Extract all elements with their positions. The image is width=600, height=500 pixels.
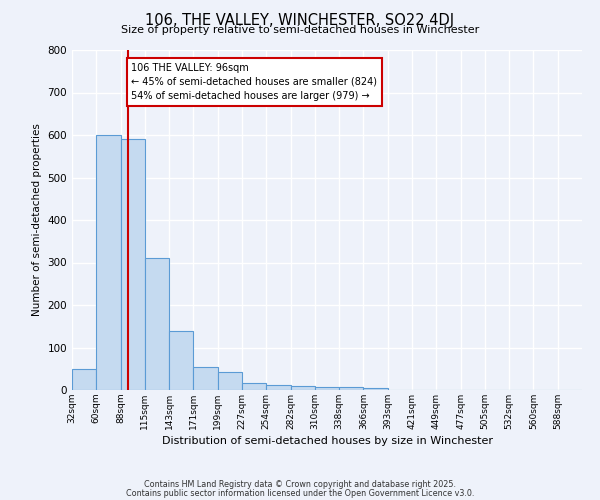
Bar [96, 135, 121, 390]
Y-axis label: Number of semi-detached properties: Number of semi-detached properties [32, 124, 42, 316]
Bar [290, 386, 315, 390]
Bar [266, 385, 290, 390]
Bar [218, 372, 242, 390]
Bar [169, 330, 193, 390]
Text: Size of property relative to semi-detached houses in Winchester: Size of property relative to semi-detach… [121, 25, 479, 35]
Bar [315, 386, 339, 390]
Bar [242, 383, 266, 390]
Text: Contains public sector information licensed under the Open Government Licence v3: Contains public sector information licen… [126, 489, 474, 498]
Text: Contains HM Land Registry data © Crown copyright and database right 2025.: Contains HM Land Registry data © Crown c… [144, 480, 456, 489]
Bar [121, 139, 145, 390]
Bar [364, 388, 388, 390]
Text: 106 THE VALLEY: 96sqm
← 45% of semi-detached houses are smaller (824)
54% of sem: 106 THE VALLEY: 96sqm ← 45% of semi-deta… [131, 62, 377, 101]
Bar [339, 387, 364, 390]
Bar [193, 366, 218, 390]
Text: 106, THE VALLEY, WINCHESTER, SO22 4DJ: 106, THE VALLEY, WINCHESTER, SO22 4DJ [145, 12, 455, 28]
Bar [72, 369, 96, 390]
Bar [145, 258, 169, 390]
X-axis label: Distribution of semi-detached houses by size in Winchester: Distribution of semi-detached houses by … [161, 436, 493, 446]
